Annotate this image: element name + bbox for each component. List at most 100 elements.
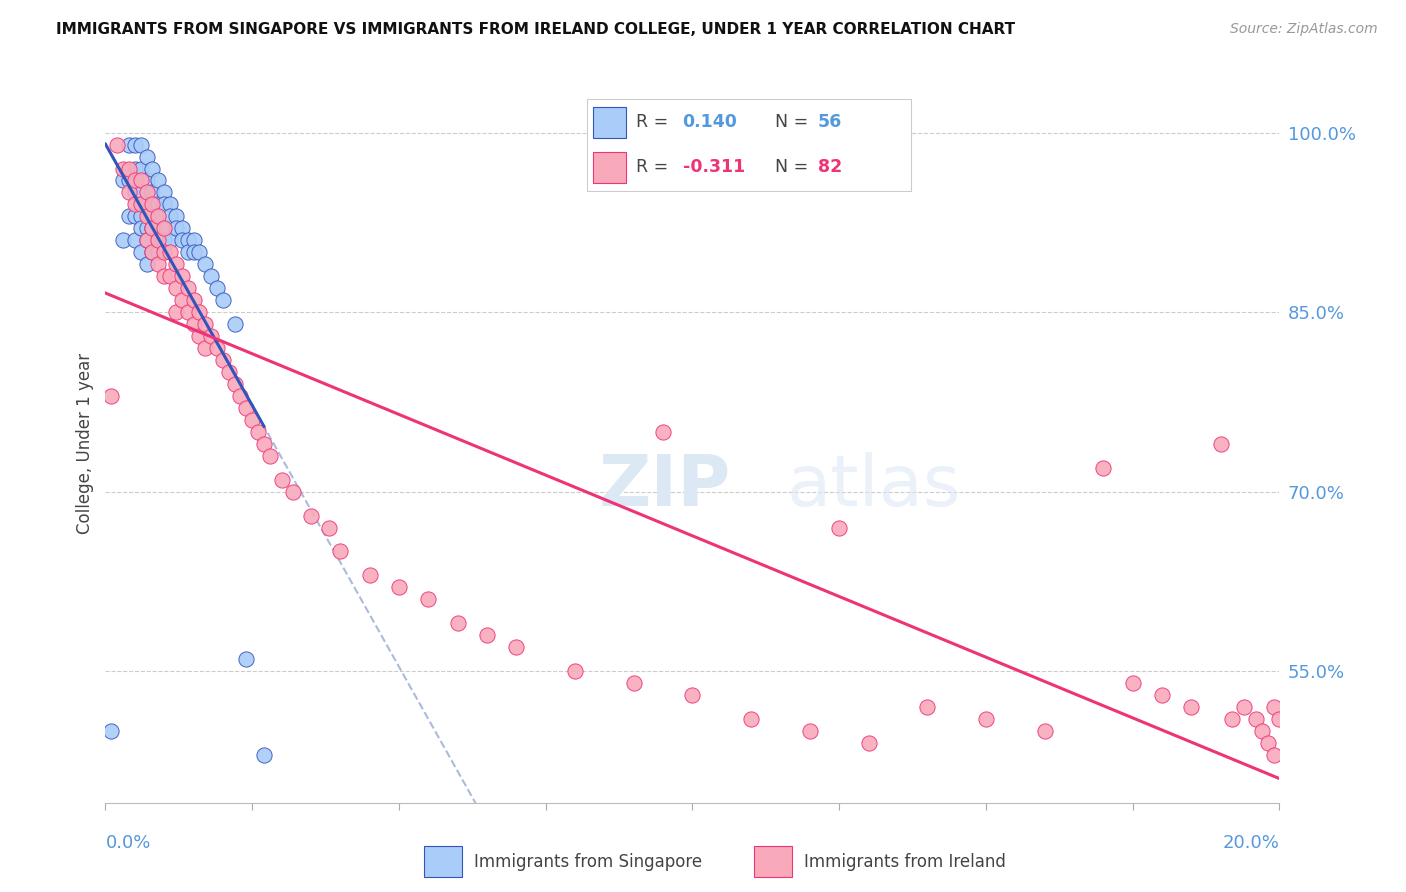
Point (388, 581, 411, 595)
Point (135, 233, 157, 247)
Point (165, 305, 187, 319)
Point (235, 401, 257, 415)
Point (159, 233, 181, 247)
Text: 56: 56 (818, 113, 842, 131)
Point (858, 736, 880, 750)
Text: N =: N = (775, 159, 814, 177)
Y-axis label: College, Under 1 year: College, Under 1 year (76, 353, 94, 534)
Point (124, 161, 146, 176)
Point (283, 484, 305, 499)
Point (100, 724, 122, 739)
Point (118, 137, 141, 152)
Text: 20.0%: 20.0% (1223, 834, 1279, 852)
Point (183, 293, 205, 308)
Point (176, 305, 198, 319)
Point (141, 197, 163, 211)
Bar (593, 152, 627, 184)
Point (141, 210, 163, 224)
Point (141, 221, 163, 235)
Point (129, 173, 152, 187)
Point (135, 173, 157, 187)
Point (112, 161, 135, 176)
Point (446, 616, 468, 631)
Point (124, 137, 146, 152)
Point (129, 245, 152, 260)
Point (188, 329, 211, 343)
Point (176, 281, 198, 295)
Point (1268, 712, 1291, 726)
Point (153, 221, 176, 235)
Point (183, 245, 205, 260)
Point (135, 197, 157, 211)
Point (475, 628, 498, 642)
Point (112, 233, 135, 247)
Point (153, 197, 176, 211)
Point (1222, 712, 1244, 726)
Text: ZIP: ZIP (599, 452, 731, 521)
Point (505, 640, 527, 655)
Point (124, 210, 146, 224)
Point (135, 150, 157, 164)
Point (105, 137, 128, 152)
Point (124, 186, 146, 200)
Point (183, 317, 205, 331)
Point (170, 269, 193, 284)
Point (224, 376, 246, 391)
Point (129, 221, 152, 235)
Point (828, 520, 851, 534)
Point (1092, 460, 1115, 475)
Text: Source: ZipAtlas.com: Source: ZipAtlas.com (1230, 22, 1378, 37)
Point (682, 688, 704, 702)
Point (1244, 712, 1267, 726)
Point (1257, 736, 1279, 750)
Point (194, 317, 217, 331)
Point (148, 233, 170, 247)
Point (148, 173, 170, 187)
Point (135, 257, 157, 271)
Point (211, 293, 233, 308)
Point (1233, 700, 1256, 714)
Point (129, 186, 152, 200)
Point (183, 233, 205, 247)
Point (165, 281, 187, 295)
Point (118, 210, 141, 224)
Point (153, 269, 176, 284)
Point (194, 341, 217, 355)
Point (564, 664, 586, 678)
Point (224, 317, 246, 331)
Point (165, 221, 187, 235)
Point (270, 473, 292, 487)
Text: R =: R = (637, 159, 673, 177)
FancyBboxPatch shape (586, 99, 911, 191)
Point (253, 747, 276, 762)
Point (148, 210, 170, 224)
Point (141, 245, 163, 260)
Point (148, 210, 170, 224)
Point (159, 197, 181, 211)
Point (211, 353, 233, 368)
Point (253, 437, 276, 451)
Point (141, 186, 163, 200)
Point (176, 245, 198, 260)
Point (135, 210, 157, 224)
Point (188, 305, 211, 319)
Point (229, 389, 252, 403)
Point (205, 341, 228, 355)
Point (159, 245, 181, 260)
Point (194, 257, 217, 271)
Point (124, 197, 146, 211)
Bar (593, 106, 627, 138)
Point (176, 233, 198, 247)
Text: IMMIGRANTS FROM SINGAPORE VS IMMIGRANTS FROM IRELAND COLLEGE, UNDER 1 YEAR CORRE: IMMIGRANTS FROM SINGAPORE VS IMMIGRANTS … (56, 22, 1015, 37)
Point (148, 257, 170, 271)
Point (318, 520, 340, 534)
Text: 0.0%: 0.0% (105, 834, 150, 852)
Point (135, 233, 157, 247)
Point (1122, 676, 1144, 690)
Point (165, 257, 187, 271)
Point (118, 173, 141, 187)
Point (200, 329, 222, 343)
Point (652, 425, 675, 439)
Point (148, 197, 170, 211)
Point (740, 712, 762, 726)
